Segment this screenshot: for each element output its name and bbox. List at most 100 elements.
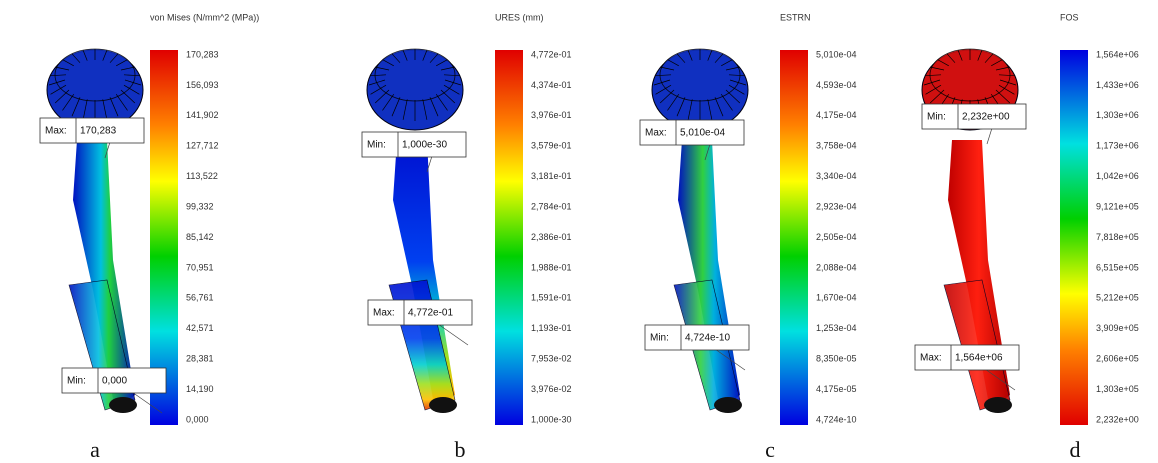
tick-label: 7,818e+05 [1096,232,1139,242]
gear-tooth [71,97,81,117]
tick-label: 1,303e+05 [1096,384,1139,394]
tick-label: 3,976e-01 [531,110,572,120]
annotation-value: 5,010e-04 [680,128,725,139]
gear-tooth [440,89,456,104]
gear-tooth [977,50,983,61]
tick-label: 1,433e+06 [1096,80,1139,90]
gear-tooth [429,97,439,117]
annotation-value: 170,283 [80,126,117,137]
tick-label: 1,173e+06 [1096,141,1139,151]
tick-label: 2,923e-04 [816,201,857,211]
gear-tooth [370,74,387,77]
gear-tooth [991,59,1003,67]
shaft-end [714,397,742,413]
annotation-value: 1,564e+06 [955,353,1003,364]
gear-tooth [660,66,675,71]
gear-tooth [370,84,387,95]
gear-tooth [443,84,460,95]
shaft-end [429,397,457,413]
gear-tooth [984,53,994,63]
gear-tooth [687,50,693,61]
annotation-label: Max: [373,308,395,319]
gear-tooth [422,50,428,61]
tick-label: 4,175e-05 [816,384,857,394]
gear-tooth [725,66,740,71]
annotation-value: 4,772e-01 [408,308,453,319]
gear-tooth [998,74,1015,77]
tick-label: 7,953e-02 [531,354,572,364]
gear-tooth [714,97,724,117]
gear-tooth [109,53,119,63]
gear-tooth [368,79,386,86]
gear-tooth [62,59,74,67]
gear-tooth [435,93,448,111]
gear-tooth [382,93,395,111]
gear-tooth [440,66,455,71]
tick-label: 2,232e+00 [1096,414,1139,424]
caption: a [90,437,100,462]
gear-tooth [653,79,671,86]
gear-tooth [925,74,942,77]
annotation-leader [704,143,711,161]
tick-label: 6,515e+05 [1096,262,1139,272]
gear-tooth [655,74,672,77]
tick-label: 3,340e-04 [816,171,857,181]
tick-label: 1,591e-01 [531,293,572,303]
tick-label: 42,571 [186,323,214,333]
panel: URES (mm) 4,772e-01 4,374e-01 3,976e-01 3,57… [361,12,572,462]
gear-tooth [374,89,390,104]
gear-tooth [436,59,448,67]
gear-tooth [999,79,1017,86]
tick-label: 5,010e-04 [816,49,857,59]
gear-tooth [71,53,81,63]
gear-tooth [54,89,70,104]
annotation-label: Min: [927,112,946,123]
gear-tooth [721,59,733,67]
tick-label: 4,374e-01 [531,80,572,90]
tick-label: 3,579e-01 [531,141,572,151]
gear-tooth [120,89,136,104]
tick-label: 2,505e-04 [816,232,857,242]
gear-tooth [123,74,140,77]
tick-label: 8,350e-05 [816,354,857,364]
annotation-leader [426,155,433,173]
tick-label: 5,212e+05 [1096,293,1139,303]
gear-tooth [929,89,945,104]
tick-label: 141,902 [186,110,219,120]
annotation-label: Max: [645,128,667,139]
annotation-label: Min: [367,140,386,151]
gear-tooth [116,59,128,67]
gear-tooth [50,84,67,95]
gear-tooth [937,59,949,67]
gear-tooth [120,66,135,71]
tick-label: 1,193e-01 [531,323,572,333]
gear-tooth [728,84,745,95]
gear-tooth [995,89,1011,104]
tick-label: 99,332 [186,201,214,211]
tick-label: 127,712 [186,141,219,151]
tick-label: 1,988e-01 [531,262,572,272]
gear-tooth [115,93,128,111]
gear-tooth [443,74,460,77]
annotation-leader [986,127,993,145]
gear-tooth [725,89,741,104]
tick-label: 1,000e-30 [531,414,572,424]
gear-tooth [925,84,942,95]
gear-tooth [55,66,70,71]
gear-tooth [444,79,462,86]
annotation-value: 2,232e+00 [962,112,1010,123]
tick-label: 14,190 [186,384,214,394]
gear-tooth [667,59,679,67]
annotation-leader [104,141,111,159]
annotation-box [644,324,750,351]
gear-tooth [402,99,408,120]
caption: d [1070,437,1081,462]
color-bar [1060,50,1088,425]
gear-tooth [707,99,713,120]
gear-tooth [998,84,1015,95]
annotation-label: Min: [67,376,86,387]
annotation-box [367,299,473,326]
tick-label: 1,564e+06 [1096,49,1139,59]
legend-title: von Mises (N/mm^2 (MPa)) [150,12,259,22]
